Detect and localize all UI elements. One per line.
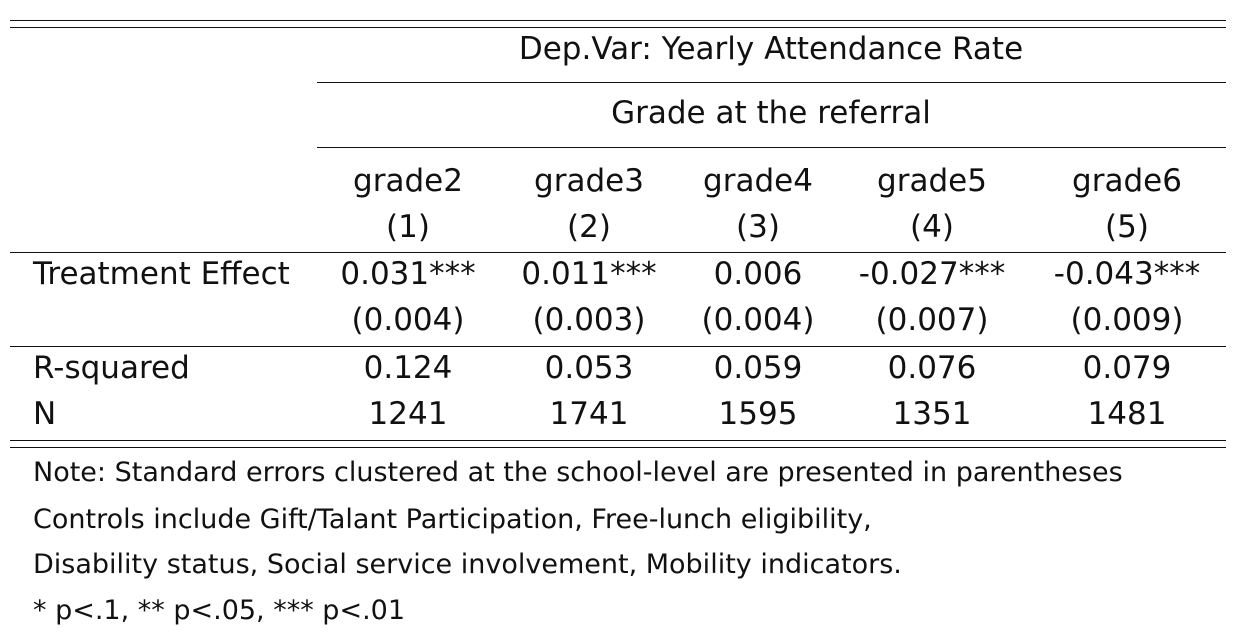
dep-var-header: Dep.Var: Yearly Attendance Rate (518, 31, 1024, 67)
treatment-std-error: (0.003) (532, 302, 646, 338)
row-label-n: N (33, 396, 57, 432)
column-number: (3) (736, 209, 780, 245)
r-squared-value: 0.053 (544, 350, 634, 386)
grade-group-header: Grade at the referral (611, 95, 931, 131)
treatment-estimate: 0.031*** (340, 256, 476, 292)
top-rule-inner (10, 27, 1226, 28)
n-value: 1741 (549, 396, 629, 432)
significance-note: * p<.1, ** p<.05, *** p<.01 (33, 595, 406, 626)
r-squared-value: 0.076 (887, 350, 977, 386)
column-name: grade4 (703, 163, 813, 199)
column-name: grade6 (1072, 163, 1182, 199)
treatment-std-error: (0.004) (351, 302, 465, 338)
r-squared-value: 0.124 (363, 350, 453, 386)
row-label-treatment-effect: Treatment Effect (33, 256, 290, 292)
treatment-std-error: (0.009) (1070, 302, 1184, 338)
table-note: Controls include Gift/Talant Participati… (33, 504, 872, 535)
treatment-estimate: -0.043*** (1053, 256, 1201, 292)
treatment-estimate: 0.011*** (521, 256, 657, 292)
column-number: (1) (386, 209, 430, 245)
bottom-rule-inner (10, 440, 1226, 441)
treatment-estimate: 0.006 (713, 256, 803, 292)
row-label-r-squared: R-squared (33, 350, 190, 386)
column-number: (4) (910, 209, 954, 245)
treatment-estimate: -0.027*** (858, 256, 1006, 292)
treatment-std-error: (0.007) (875, 302, 989, 338)
header-bottom-rule (10, 252, 1226, 253)
column-number: (5) (1105, 209, 1149, 245)
treatment-std-error: (0.004) (701, 302, 815, 338)
column-name: grade2 (353, 163, 463, 199)
dep-var-rule (317, 82, 1226, 83)
column-name: grade5 (877, 163, 987, 199)
table-note: Note: Standard errors clustered at the s… (33, 457, 1123, 488)
n-value: 1351 (892, 396, 972, 432)
column-name: grade3 (534, 163, 644, 199)
table-note: Disability status, Social service involv… (33, 549, 902, 580)
n-value: 1241 (368, 396, 448, 432)
n-value: 1595 (718, 396, 798, 432)
n-value: 1481 (1087, 396, 1167, 432)
grade-group-rule (317, 147, 1226, 148)
estimates-bottom-rule (10, 346, 1226, 347)
top-rule-outer (10, 20, 1226, 21)
bottom-rule-outer (10, 447, 1226, 448)
r-squared-value: 0.059 (713, 350, 803, 386)
r-squared-value: 0.079 (1082, 350, 1172, 386)
column-number: (2) (567, 209, 611, 245)
